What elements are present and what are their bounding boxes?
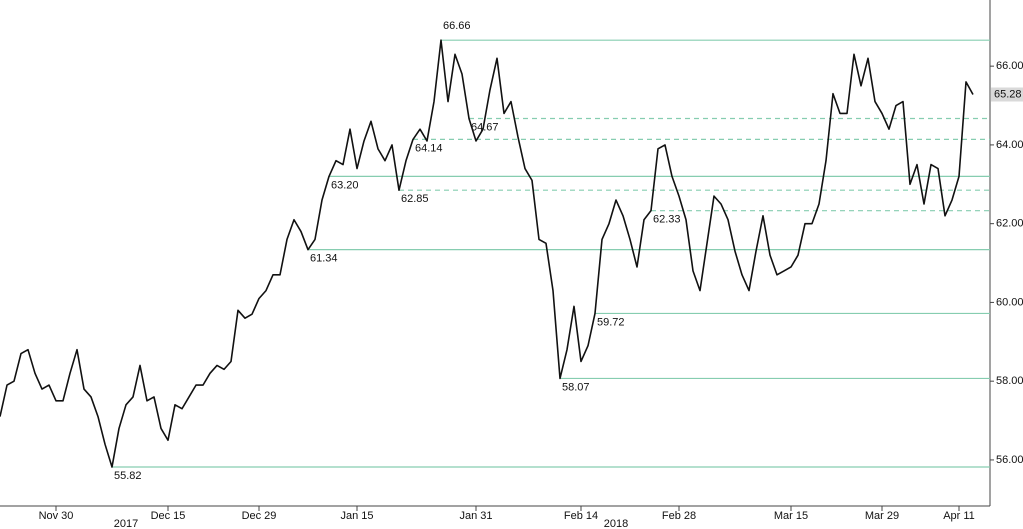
x-tick-label: Feb 14 [564, 510, 598, 522]
x-tick-label: Dec 29 [242, 510, 277, 522]
level-label: 58.07 [562, 381, 590, 393]
x-tick-label: Jan 31 [459, 510, 492, 522]
x-tick-label: Mar 29 [865, 510, 899, 522]
last-price-label: 65.28 [994, 88, 1022, 100]
level-label: 63.20 [331, 179, 359, 191]
y-tick-label: 58.00 [996, 375, 1023, 387]
x-tick-label: Dec 15 [151, 510, 186, 522]
y-tick-label: 66.00 [996, 60, 1023, 72]
price-line [0, 39, 974, 468]
y-tick-label: 62.00 [996, 218, 1023, 230]
level-label: 62.33 [653, 214, 681, 226]
x-tick-label: Nov 30 [39, 510, 74, 522]
level-label: 66.66 [443, 20, 471, 32]
level-label: 64.67 [471, 121, 499, 133]
x-group-label: 2018 [604, 518, 628, 529]
x-group-label: 2017 [114, 518, 138, 529]
level-label: 61.34 [310, 253, 338, 265]
x-tick-label: Jan 15 [340, 510, 373, 522]
y-tick-label: 64.00 [996, 139, 1023, 151]
level-label: 64.14 [415, 142, 443, 154]
x-tick-label: Mar 15 [774, 510, 808, 522]
y-tick-label: 56.00 [996, 454, 1023, 466]
level-label: 55.82 [114, 470, 142, 482]
level-label: 62.85 [401, 193, 429, 205]
y-tick-label: 60.00 [996, 296, 1023, 308]
last-price-tag [991, 87, 1023, 102]
level-label: 59.72 [597, 316, 625, 328]
x-tick-label: Feb 28 [662, 510, 696, 522]
x-tick-label: Apr 11 [943, 510, 975, 522]
